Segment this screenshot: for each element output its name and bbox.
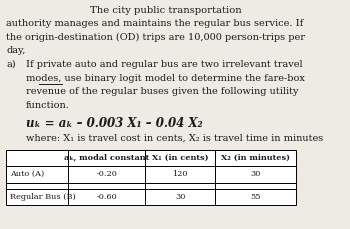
Bar xyxy=(6,183,296,189)
Text: 120: 120 xyxy=(173,170,188,178)
Text: 30: 30 xyxy=(175,193,186,201)
Text: -0.60: -0.60 xyxy=(97,193,117,201)
Text: aₖ, modal constant: aₖ, modal constant xyxy=(64,154,149,162)
Text: X₁ (in cents): X₁ (in cents) xyxy=(152,154,209,162)
Text: revenue of the regular buses given the following utility: revenue of the regular buses given the f… xyxy=(26,87,298,96)
Text: The city public transportation: The city public transportation xyxy=(90,6,242,15)
Text: a): a) xyxy=(6,60,16,69)
Bar xyxy=(6,150,296,166)
Text: Auto (A): Auto (A) xyxy=(10,170,44,178)
Text: 30: 30 xyxy=(251,170,261,178)
Text: uₖ = aₖ – 0.003 X₁ – 0.04 X₂: uₖ = aₖ – 0.003 X₁ – 0.04 X₂ xyxy=(26,117,202,130)
Text: where: X₁ is travel cost in cents, X₂ is travel time in minutes: where: X₁ is travel cost in cents, X₂ is… xyxy=(26,134,323,143)
Text: 55: 55 xyxy=(251,193,261,201)
Bar xyxy=(6,189,296,205)
Text: function.: function. xyxy=(26,101,69,110)
Bar xyxy=(6,166,296,183)
Text: day,: day, xyxy=(6,46,26,55)
Text: X₂ (in minutes): X₂ (in minutes) xyxy=(221,154,290,162)
Text: -0.20: -0.20 xyxy=(97,170,117,178)
Text: If private auto and regular bus are two irrelevant travel: If private auto and regular bus are two … xyxy=(26,60,302,69)
Text: the origin-destination (OD) trips are 10,000 person-trips per: the origin-destination (OD) trips are 10… xyxy=(6,33,305,42)
Text: modes, use binary logit model to determine the fare-box: modes, use binary logit model to determi… xyxy=(26,74,304,83)
Text: Regular Bus (B): Regular Bus (B) xyxy=(10,193,75,201)
Text: authority manages and maintains the regular bus service. If: authority manages and maintains the regu… xyxy=(6,19,303,28)
